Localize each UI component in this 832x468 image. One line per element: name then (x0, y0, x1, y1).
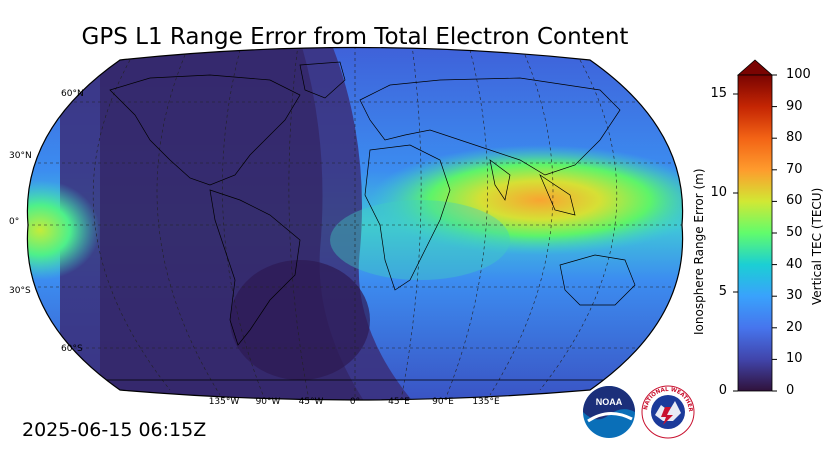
colorbar-right-tick: 40 (786, 257, 803, 272)
tec-field (27, 47, 683, 400)
colorbar-extend-arrow (736, 59, 774, 76)
coastlines (80, 61, 640, 381)
lat-label: 30°S (9, 286, 31, 296)
lat-label: 60°S (61, 344, 83, 354)
lat-label: 0° (9, 217, 20, 227)
colorbar-right-label: Vertical TEC (TECU) (810, 187, 824, 305)
valid-time: 2025-06-15 06:15Z (22, 419, 207, 441)
colorbar-left-tick: 10 (710, 185, 727, 200)
map-border (26, 46, 684, 401)
nws-logo: NATIONAL WEATHER SERVICE (641, 385, 695, 439)
graticule (27, 47, 683, 400)
svg-text:NOAA: NOAA (596, 397, 623, 407)
colorbar-right-tick: 10 (786, 351, 803, 366)
colorbar-bar (737, 74, 773, 392)
colorbar-right-tick: 0 (786, 383, 795, 398)
chart-title: GPS L1 Range Error from Total Electron C… (81, 24, 629, 50)
colorbar-right-tick: 80 (786, 130, 803, 145)
colorbar-right-tick: 70 (786, 162, 803, 177)
colorbar-right-tick: 20 (786, 320, 803, 335)
noaa-logo: NOAA (583, 386, 635, 438)
colorbar-right-tick: 30 (786, 288, 803, 303)
lon-label: 0° (349, 397, 361, 407)
lon-label: 90°W (255, 397, 281, 407)
colorbar (733, 59, 777, 392)
lon-label: 45°E (388, 397, 410, 407)
colorbar-right-tick: 50 (786, 225, 803, 240)
colorbar-left-tick: 5 (718, 284, 727, 299)
lon-label: 45°W (298, 397, 324, 407)
lon-label: 135°W (208, 397, 240, 407)
colorbar-left-tick: 0 (718, 383, 727, 398)
colorbar-left-tick: 15 (710, 86, 727, 101)
lon-label: 90°E (432, 397, 454, 407)
colorbar-right-tick: 60 (786, 193, 803, 208)
lat-label: 30°N (9, 151, 32, 161)
colorbar-right-tick: 90 (786, 99, 803, 114)
lon-label: 135°E (472, 397, 500, 407)
lat-label: 60°N (61, 89, 84, 99)
colorbar-right-tick: 100 (786, 67, 811, 82)
